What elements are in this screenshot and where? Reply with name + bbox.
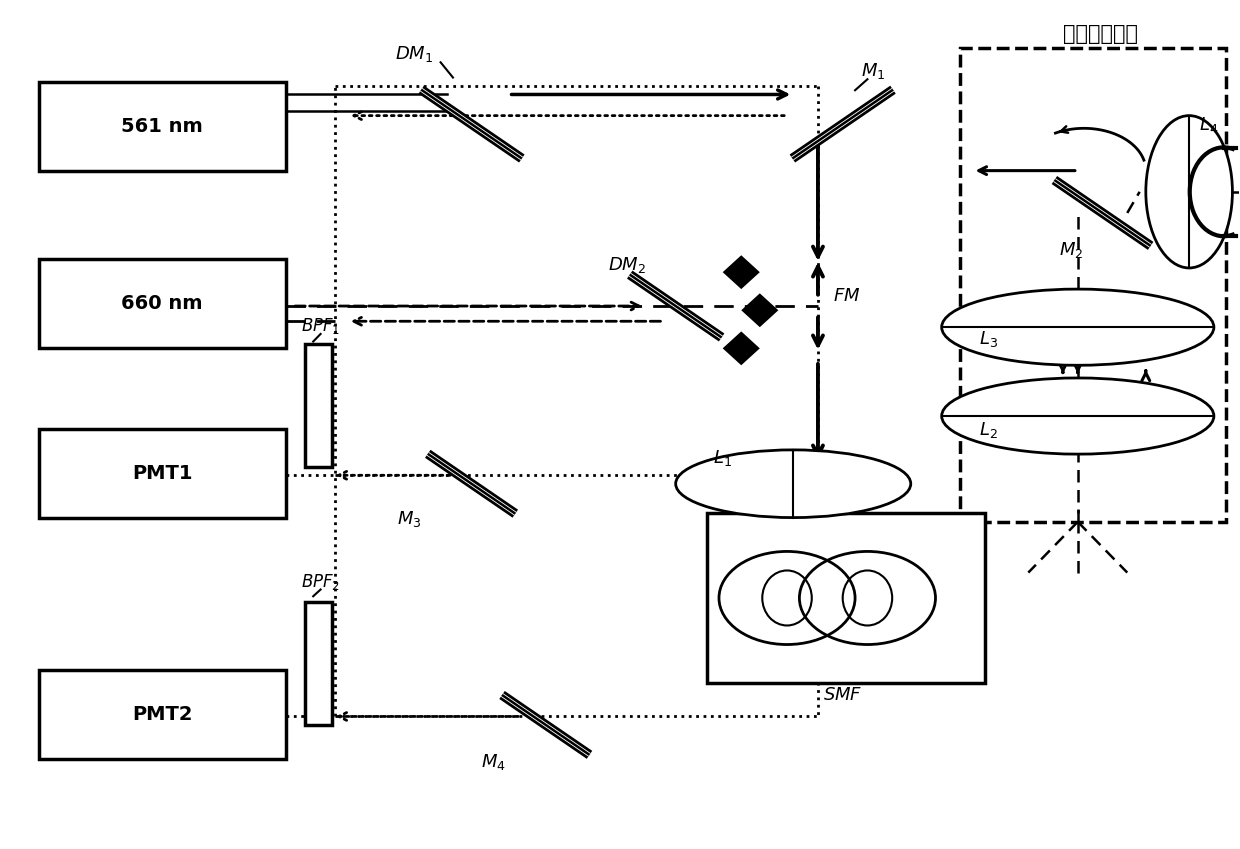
- Ellipse shape: [941, 290, 1214, 365]
- Text: PMT1: PMT1: [131, 464, 192, 483]
- Text: $L_3$: $L_3$: [978, 329, 998, 349]
- Text: $BPF_2$: $BPF_2$: [301, 572, 340, 592]
- Polygon shape: [742, 294, 779, 327]
- Text: PMT2: PMT2: [131, 705, 192, 724]
- Bar: [38, 260, 286, 348]
- Bar: [305, 602, 332, 725]
- Text: $L_2$: $L_2$: [978, 419, 997, 440]
- Polygon shape: [723, 256, 760, 290]
- Bar: [707, 514, 985, 683]
- Bar: [305, 344, 332, 467]
- Text: 側视光学器件: 側视光学器件: [1063, 24, 1137, 43]
- Text: $DM_2$: $DM_2$: [608, 256, 646, 275]
- Bar: [38, 670, 286, 759]
- Text: $BPF_1$: $BPF_1$: [301, 317, 340, 336]
- Bar: [38, 82, 286, 171]
- Text: $DM_1$: $DM_1$: [394, 44, 433, 64]
- Text: $M_1$: $M_1$: [862, 61, 885, 81]
- Ellipse shape: [676, 450, 910, 518]
- Text: $M_3$: $M_3$: [397, 509, 422, 530]
- Text: 561 nm: 561 nm: [122, 116, 203, 136]
- Text: $FM$: $FM$: [833, 287, 861, 305]
- Text: $L_4$: $L_4$: [1199, 115, 1219, 135]
- Text: 660 nm: 660 nm: [122, 295, 203, 313]
- Text: $L_1$: $L_1$: [713, 447, 732, 468]
- FancyBboxPatch shape: [960, 48, 1226, 522]
- Text: $M_2$: $M_2$: [1059, 240, 1084, 261]
- Bar: [38, 429, 286, 518]
- Text: $SMF$: $SMF$: [823, 685, 863, 704]
- Polygon shape: [723, 331, 760, 365]
- Ellipse shape: [941, 378, 1214, 454]
- Ellipse shape: [1146, 115, 1233, 268]
- Text: $M_4$: $M_4$: [481, 752, 506, 773]
